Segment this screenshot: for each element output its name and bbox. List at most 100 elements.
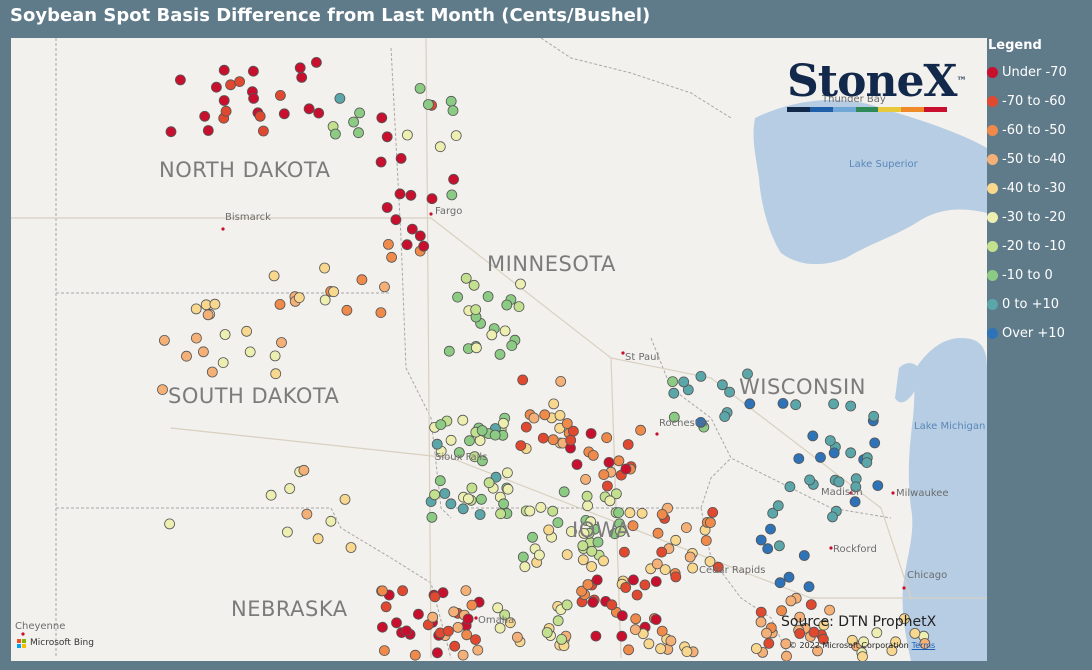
elevator-point[interactable] <box>868 410 880 422</box>
elevator-point[interactable] <box>356 274 368 286</box>
elevator-point[interactable] <box>492 602 504 614</box>
elevator-point[interactable] <box>376 621 388 633</box>
legend-item[interactable]: 0 to +10 <box>987 290 1092 319</box>
elevator-point[interactable] <box>780 638 792 650</box>
elevator-point[interactable] <box>379 281 390 293</box>
elevator-point[interactable] <box>218 95 230 106</box>
elevator-point[interactable] <box>555 375 567 387</box>
elevator-point[interactable] <box>345 542 357 553</box>
elevator-point[interactable] <box>598 555 609 567</box>
elevator-point[interactable] <box>668 411 680 423</box>
elevator-point[interactable] <box>552 615 564 627</box>
elevator-point[interactable] <box>762 543 774 555</box>
legend-item[interactable]: -10 to 0 <box>987 261 1092 290</box>
elevator-point[interactable] <box>341 304 353 316</box>
elevator-point[interactable] <box>808 626 820 638</box>
bing-attribution[interactable]: Microsoft Bing <box>17 638 94 648</box>
elevator-point[interactable] <box>325 515 337 527</box>
elevator-point[interactable] <box>561 599 573 611</box>
elevator-point[interactable] <box>707 506 719 518</box>
elevator-point[interactable] <box>636 507 648 519</box>
elevator-point[interactable] <box>807 430 819 442</box>
elevator-point[interactable] <box>339 493 351 505</box>
elevator-point[interactable] <box>534 549 545 561</box>
elevator-point[interactable] <box>517 374 529 386</box>
elevator-point[interactable] <box>202 309 214 321</box>
elevator-point[interactable] <box>380 601 392 613</box>
elevator-point[interactable] <box>681 522 692 534</box>
elevator-point[interactable] <box>412 608 424 620</box>
elevator-point[interactable] <box>804 474 815 486</box>
elevator-point[interactable] <box>409 649 421 661</box>
elevator-point[interactable] <box>414 83 426 94</box>
elevator-point[interactable] <box>431 438 443 450</box>
elevator-point[interactable] <box>406 223 418 235</box>
elevator-point[interactable] <box>849 496 861 508</box>
elevator-point[interactable] <box>603 456 615 468</box>
elevator-point[interactable] <box>427 611 439 623</box>
elevator-point[interactable] <box>581 490 593 502</box>
elevator-point[interactable] <box>405 189 417 201</box>
elevator-point[interactable] <box>209 298 221 310</box>
elevator-point[interactable] <box>319 262 331 274</box>
elevator-point[interactable] <box>378 645 390 656</box>
elevator-point[interactable] <box>497 417 509 429</box>
elevator-point[interactable] <box>174 74 186 86</box>
legend-item[interactable]: -40 to -30 <box>987 174 1092 203</box>
elevator-point[interactable] <box>210 81 222 93</box>
elevator-point[interactable] <box>763 638 775 649</box>
elevator-point[interactable] <box>265 489 277 501</box>
elevator-point[interactable] <box>790 399 802 411</box>
elevator-point[interactable] <box>401 239 413 251</box>
elevator-point[interactable] <box>220 105 232 117</box>
elevator-point[interactable] <box>476 455 488 467</box>
elevator-point[interactable] <box>899 613 910 625</box>
elevator-point[interactable] <box>472 644 484 656</box>
elevator-point[interactable] <box>623 644 634 656</box>
elevator-point[interactable] <box>561 418 573 429</box>
elevator-point[interactable] <box>504 617 516 629</box>
elevator-point[interactable] <box>466 482 478 494</box>
elevator-point[interactable] <box>319 294 331 306</box>
elevator-point[interactable] <box>812 645 823 657</box>
elevator-point[interactable] <box>466 599 478 611</box>
elevator-point[interactable] <box>651 558 663 570</box>
elevator-point[interactable] <box>452 622 464 633</box>
elevator-point[interactable] <box>554 409 566 421</box>
elevator-point[interactable] <box>274 90 286 101</box>
elevator-point[interactable] <box>558 486 570 498</box>
elevator-point[interactable] <box>805 599 817 610</box>
elevator-point[interactable] <box>667 376 678 388</box>
elevator-point[interactable] <box>502 483 514 495</box>
elevator-point[interactable] <box>537 432 549 444</box>
elevator-point[interactable] <box>639 579 651 591</box>
elevator-point[interactable] <box>181 350 192 362</box>
elevator-point[interactable] <box>592 536 604 548</box>
elevator-point[interactable] <box>296 72 308 83</box>
elevator-point[interactable] <box>678 376 690 388</box>
elevator-point[interactable] <box>217 357 229 369</box>
elevator-point[interactable] <box>845 400 857 412</box>
elevator-point[interactable] <box>442 625 454 637</box>
elevator-point[interactable] <box>449 640 461 652</box>
elevator-point[interactable] <box>206 366 218 378</box>
elevator-point[interactable] <box>474 435 486 446</box>
elevator-point[interactable] <box>620 582 632 593</box>
elevator-point[interactable] <box>395 153 407 164</box>
elevator-point[interactable] <box>443 345 455 357</box>
elevator-point[interactable] <box>515 440 527 452</box>
elevator-point[interactable] <box>499 609 511 621</box>
elevator-point[interactable] <box>772 500 784 512</box>
elevator-point[interactable] <box>785 595 797 607</box>
elevator-point[interactable] <box>783 571 795 583</box>
elevator-point[interactable] <box>615 525 626 537</box>
elevator-point[interactable] <box>824 604 835 616</box>
elevator-point[interactable] <box>190 303 202 315</box>
elevator-point[interactable] <box>568 425 579 437</box>
elevator-point[interactable] <box>499 325 511 337</box>
elevator-point[interactable] <box>284 483 296 494</box>
elevator-point[interactable] <box>381 131 393 143</box>
elevator-point[interactable] <box>218 64 230 76</box>
elevator-point[interactable] <box>241 325 253 337</box>
elevator-point[interactable] <box>909 628 921 639</box>
